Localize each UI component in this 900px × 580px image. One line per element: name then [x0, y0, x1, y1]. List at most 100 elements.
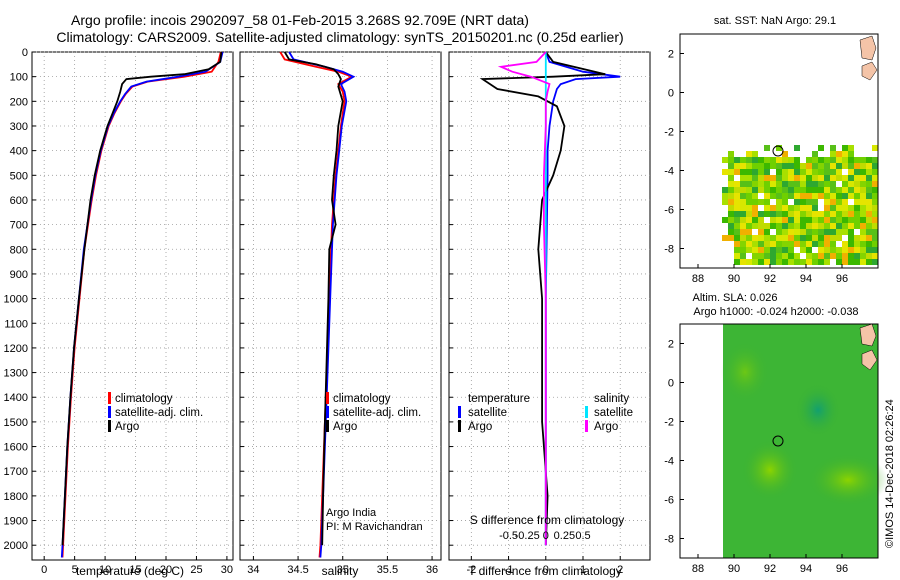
sst-cell [734, 181, 740, 187]
sst-cell [800, 247, 806, 253]
sst-cell [854, 175, 860, 181]
series-line-argo [283, 51, 344, 546]
map-y-tick-label: -6 [664, 205, 674, 217]
sst-cell [770, 223, 776, 229]
sst-cell [854, 205, 860, 211]
sst-cell [842, 151, 848, 157]
legend-t-satellite: satellite [468, 407, 507, 419]
sst-cell [782, 241, 788, 247]
sst-cell [770, 181, 776, 187]
sst-cell [752, 241, 758, 247]
sst-cell [782, 259, 788, 265]
sst-cell [824, 241, 830, 247]
sst-cell [770, 205, 776, 211]
sst-cell [854, 241, 860, 247]
sst-cell [806, 187, 812, 193]
sst-cell [740, 181, 746, 187]
y-tick-label: 700 [10, 220, 28, 232]
sst-cell [752, 193, 758, 199]
temperature-x-ticks: 0 5 10 15 20 25 30 [41, 556, 233, 576]
sst-cell [752, 211, 758, 217]
sst-cell [776, 163, 782, 169]
sst-cell [812, 259, 818, 265]
sst-cell [824, 187, 830, 193]
sst-cell [836, 193, 842, 199]
sst-cell [734, 211, 740, 217]
sst-cell [728, 187, 734, 193]
sst-cell [860, 205, 866, 211]
sst-cell [818, 247, 824, 253]
sst-cell [818, 241, 824, 247]
sst-cell [758, 211, 764, 217]
legend-swatch-argo [108, 420, 111, 432]
sst-cell [788, 223, 794, 229]
x-tick-label: 35.5 [377, 564, 398, 576]
sst-cell [770, 175, 776, 181]
sst-cell [776, 193, 782, 199]
sst-cell [746, 181, 752, 187]
difference-grid [449, 51, 650, 560]
sst-cell [722, 217, 728, 223]
sst-cell [812, 199, 818, 205]
sst-cell [818, 193, 824, 199]
sst-cell [800, 217, 806, 223]
sst-cell [818, 229, 824, 235]
sst-cell [830, 205, 836, 211]
sst-cell [746, 247, 752, 253]
sst-cell [746, 205, 752, 211]
sst-cell [788, 235, 794, 241]
temperature-xlabel: temperature (deg C) [76, 564, 184, 578]
sst-cell [866, 187, 872, 193]
sst-cell [752, 223, 758, 229]
sst-cell [818, 145, 824, 151]
sst-cell [782, 247, 788, 253]
sst-cell [788, 259, 794, 265]
sst-cell [782, 151, 788, 157]
sst-cell [842, 223, 848, 229]
sst-cell [806, 199, 812, 205]
sst-cell [728, 217, 734, 223]
sla-map-panel: Altim. SLA: 0.026 Argo h1000: -0.024 h20… [664, 292, 888, 575]
sst-cell [812, 217, 818, 223]
sst-cell [788, 247, 794, 253]
salinity-lines [279, 51, 356, 558]
sst-cell [794, 169, 800, 175]
sst-cell [734, 223, 740, 229]
sst-cell [794, 217, 800, 223]
difference-xlabel-top: S difference from climatology [470, 513, 625, 527]
sst-cell [836, 205, 842, 211]
sst-cell [776, 259, 782, 265]
sst-cell [854, 211, 860, 217]
sst-cell [866, 259, 872, 265]
sst-cell [776, 145, 782, 151]
sst-cell [770, 163, 776, 169]
y-tick-label: 1000 [4, 294, 28, 306]
sst-cell [854, 169, 860, 175]
sst-cell [830, 217, 836, 223]
sst-cell [830, 199, 836, 205]
sst-cell [872, 187, 878, 193]
y-tick-label: 0 [22, 47, 28, 59]
sst-cell [848, 157, 854, 163]
sst-cell [800, 163, 806, 169]
sst-cell [782, 235, 788, 241]
sst-cell [800, 169, 806, 175]
y-tick-label: 1200 [4, 343, 28, 355]
sst-cell [764, 169, 770, 175]
sst-cell [782, 211, 788, 217]
sst-cell [722, 193, 728, 199]
salinity-x-ticks: 34 34.5 35 35.5 36 [247, 556, 438, 576]
sst-cell [830, 187, 836, 193]
sst-cell [866, 211, 872, 217]
sst-cell [740, 169, 746, 175]
y-tick-label: 900 [10, 269, 28, 281]
sst-cell [812, 187, 818, 193]
sst-cell [746, 169, 752, 175]
sst-cell [722, 157, 728, 163]
sst-cell [848, 211, 854, 217]
sst-cell [806, 175, 812, 181]
map-x-tick-label: 94 [800, 273, 812, 285]
sst-cell [848, 175, 854, 181]
sst-cell [836, 247, 842, 253]
x-tick-label: 5 [72, 564, 78, 576]
